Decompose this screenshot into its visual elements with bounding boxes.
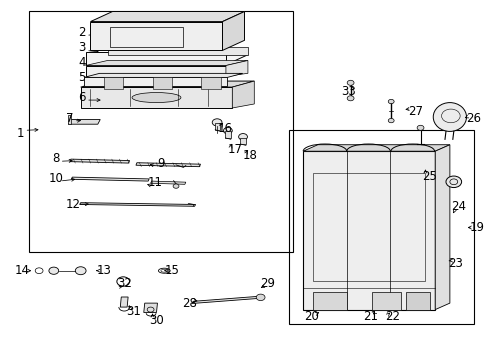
Text: 1: 1 [17,127,24,140]
Circle shape [256,294,264,301]
Text: 15: 15 [164,264,179,277]
Polygon shape [143,303,157,312]
Polygon shape [136,163,200,167]
Circle shape [445,176,461,188]
Text: 4: 4 [78,56,86,69]
Polygon shape [90,22,222,50]
Text: 26: 26 [465,112,480,125]
Polygon shape [71,177,149,181]
Ellipse shape [132,93,181,103]
Text: 12: 12 [66,198,81,211]
Text: 6: 6 [78,91,86,104]
Polygon shape [68,120,100,124]
Bar [201,77,221,89]
Text: 8: 8 [52,152,60,165]
Circle shape [346,80,353,85]
Polygon shape [80,203,195,206]
Polygon shape [90,12,244,22]
Text: 21: 21 [363,310,377,323]
Text: 17: 17 [227,143,242,156]
Polygon shape [434,145,449,310]
Text: 33: 33 [341,85,355,98]
Polygon shape [85,66,225,76]
Text: 22: 22 [385,310,399,323]
Bar [214,123,219,130]
Polygon shape [312,292,346,310]
Text: 7: 7 [66,112,74,125]
Text: 29: 29 [260,277,275,290]
Text: 14: 14 [15,264,30,277]
Polygon shape [70,159,129,163]
Circle shape [387,99,393,104]
Polygon shape [81,81,254,87]
Polygon shape [222,12,244,50]
Circle shape [238,134,247,140]
Text: 30: 30 [149,314,163,327]
Polygon shape [84,73,243,77]
Text: 23: 23 [447,257,462,270]
Text: 9: 9 [157,157,164,170]
Bar [288,130,473,324]
Bar [29,11,293,252]
Text: 27: 27 [407,105,422,118]
Text: 2: 2 [78,26,86,39]
Polygon shape [120,297,128,307]
Circle shape [387,118,393,123]
Text: 32: 32 [117,277,132,290]
Polygon shape [192,296,259,303]
Text: 16: 16 [217,122,232,135]
Polygon shape [303,145,449,151]
Polygon shape [85,52,225,65]
Polygon shape [85,60,247,66]
Bar [152,77,172,89]
Text: 3: 3 [78,41,86,54]
Text: 10: 10 [48,172,63,185]
Bar [224,131,230,138]
Circle shape [49,267,59,274]
Polygon shape [84,77,227,86]
Circle shape [75,267,86,275]
Polygon shape [405,292,429,310]
Bar [240,138,245,144]
Polygon shape [225,60,247,76]
Polygon shape [371,292,400,310]
Text: 5: 5 [78,71,86,84]
Circle shape [416,125,423,130]
Text: 18: 18 [243,149,257,162]
Text: 31: 31 [126,305,141,318]
Text: 25: 25 [421,170,436,183]
Polygon shape [107,47,247,55]
Polygon shape [303,151,434,310]
Polygon shape [232,81,254,108]
Bar [312,173,425,281]
Text: 28: 28 [182,297,197,310]
Text: 13: 13 [96,264,111,277]
Circle shape [173,184,179,188]
Circle shape [346,96,353,101]
Text: 19: 19 [468,221,483,234]
Bar [110,27,183,47]
Polygon shape [81,87,232,108]
Polygon shape [85,55,247,65]
Text: 11: 11 [148,176,163,189]
Circle shape [212,119,222,126]
Text: 24: 24 [450,201,465,213]
Circle shape [223,127,232,134]
Text: 20: 20 [304,310,319,323]
Polygon shape [68,115,71,124]
Bar [103,77,123,89]
Polygon shape [150,181,185,184]
Ellipse shape [432,103,466,131]
